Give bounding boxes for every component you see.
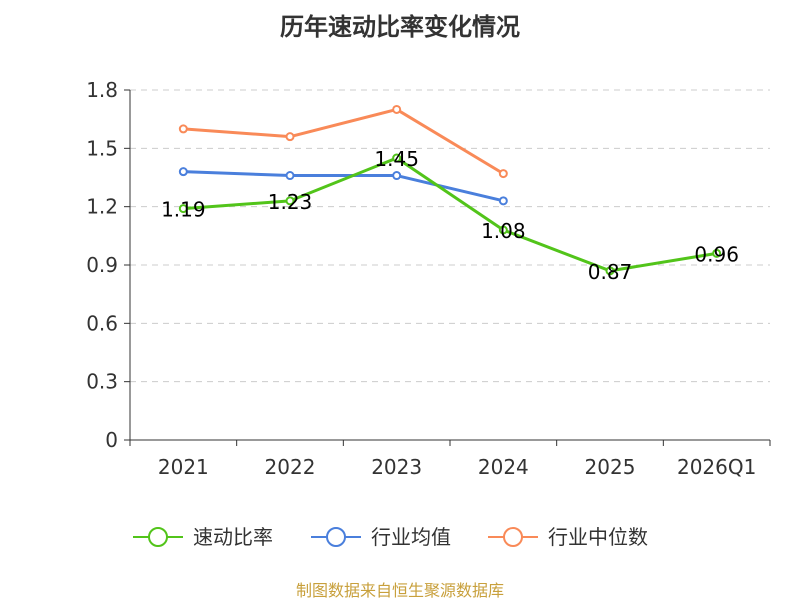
data-point[interactable] <box>392 104 402 114</box>
data-point[interactable] <box>178 167 188 177</box>
legend-item[interactable]: 行业均值 <box>311 525 451 549</box>
series <box>178 104 722 276</box>
chart-title: 历年速动比率变化情况 <box>280 13 520 41</box>
y-tick-label: 0 <box>105 428 118 452</box>
source-note: 制图数据来自恒生聚源数据库 <box>296 581 504 600</box>
data-label: 1.45 <box>374 147 419 171</box>
x-tick-label: 2022 <box>265 455 316 479</box>
legend-label: 速动比率 <box>193 525 273 549</box>
x-tick-label: 2021 <box>158 455 209 479</box>
legend-swatch-marker <box>503 527 523 547</box>
data-point[interactable] <box>498 225 508 235</box>
legend-item[interactable]: 速动比率 <box>133 525 273 549</box>
y-tick-label: 1.5 <box>86 136 118 160</box>
data-point[interactable] <box>498 196 508 206</box>
legend-label: 行业中位数 <box>548 525 648 549</box>
data-point[interactable] <box>712 248 722 258</box>
data-label: 1.23 <box>268 190 313 214</box>
data-point[interactable] <box>285 196 295 206</box>
x-tick-label: 2024 <box>478 455 529 479</box>
data-label: 0.87 <box>588 260 633 284</box>
y-tick-label: 1.2 <box>86 195 118 219</box>
data-labels: 1.19 1.23 1.45 1.08 0.87 0.96 <box>161 147 739 284</box>
series-line <box>183 107 505 175</box>
data-point[interactable] <box>392 153 402 163</box>
ticks: 0 0.3 0.6 0.9 1.2 1.5 1.8 2021 2022 2023 2024 2025 2… <box>86 78 771 479</box>
data-point[interactable] <box>285 171 295 181</box>
y-tick-label: 0.9 <box>86 253 118 277</box>
legend-swatch-marker <box>326 527 346 547</box>
data-label: 1.08 <box>481 219 526 243</box>
data-point[interactable] <box>605 266 615 276</box>
data-point[interactable] <box>178 204 188 214</box>
x-tick-label: 2025 <box>585 455 636 479</box>
series-line <box>183 170 504 203</box>
y-tick-label: 1.8 <box>86 78 118 102</box>
x-tick-label: 2023 <box>371 455 422 479</box>
data-point[interactable] <box>178 124 188 134</box>
legend-label: 行业均值 <box>371 525 451 549</box>
y-tick-label: 0.6 <box>86 311 118 335</box>
legend: 速动比率 行业均值 行业中位数 <box>133 525 648 549</box>
y-tick-label: 0.3 <box>86 370 118 394</box>
data-point[interactable] <box>498 169 508 179</box>
data-label: 1.19 <box>161 198 206 222</box>
series-line <box>183 156 717 273</box>
data-point[interactable] <box>285 132 295 142</box>
grid <box>130 89 770 383</box>
legend-swatch-marker <box>148 527 168 547</box>
legend-item[interactable]: 行业中位数 <box>488 525 648 549</box>
data-label: 0.96 <box>694 242 739 266</box>
data-point[interactable] <box>392 171 402 181</box>
x-tick-label: 2026Q1 <box>677 455 756 479</box>
